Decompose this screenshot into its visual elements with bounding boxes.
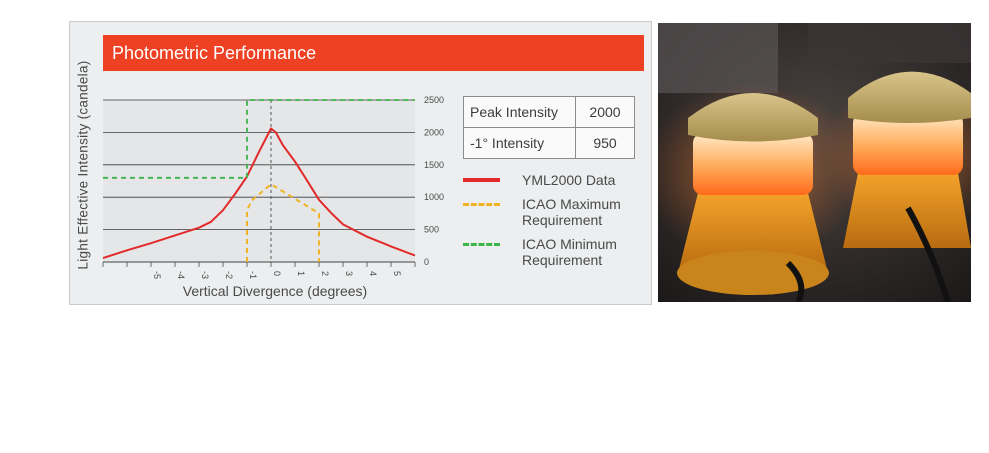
series-layer: [102, 99, 416, 262]
x-tick-labels: -5 -4 -3 -2 -1 0 1 2 3 4 5: [152, 271, 402, 279]
legend-label-line2: Requirement: [522, 252, 603, 268]
series-yml2000-line: [102, 127, 416, 260]
x-tick-label: 2: [320, 271, 330, 276]
y-tick-label: 500: [424, 225, 439, 235]
y-tick-label: 1500: [424, 160, 444, 170]
x-tick-label: -1: [248, 271, 258, 279]
y-tick-label: 0: [424, 257, 429, 267]
minus1-intensity-label: -1° Intensity: [463, 127, 576, 159]
y-tick-label: 1000: [424, 192, 444, 202]
x-tick-label: 3: [344, 271, 354, 276]
x-tick-label: -2: [224, 271, 234, 279]
table-row: Peak Intensity 2000: [463, 96, 635, 128]
chart-title: Photometric Performance: [112, 43, 317, 63]
legend-swatch-dashed: [463, 243, 500, 246]
legend-item-yml2000: YML2000 Data: [463, 172, 643, 188]
series-icao-min-line: [103, 99, 415, 179]
legend-label: YML2000 Data: [522, 172, 616, 188]
minus1-intensity-value: 950: [575, 127, 635, 159]
series-icao-max-line: [246, 183, 320, 262]
legend-swatch-dashed: [463, 203, 500, 206]
x-tick-label: -3: [200, 271, 210, 279]
x-axis-label: Vertical Divergence (degrees): [183, 283, 367, 299]
x-tick-label: -4: [176, 271, 186, 279]
y-tick-label: 2000: [424, 127, 444, 137]
x-tick-label: -5: [152, 271, 162, 279]
legend-label-line2: Requirement: [522, 212, 603, 228]
x-tick-label: 1: [296, 271, 306, 276]
legend-label: ICAO Maximum: [522, 196, 621, 212]
legend-item-icao-min: ICAO Minimum Requirement: [463, 236, 643, 270]
led-obstruction-lights-photo: [658, 23, 971, 302]
peak-intensity-label: Peak Intensity: [463, 96, 576, 128]
grid: [102, 99, 416, 267]
legend-item-icao-max: ICAO Maximum Requirement: [463, 196, 643, 230]
table-row: -1° Intensity 950: [463, 127, 635, 159]
peak-intensity-value: 2000: [575, 96, 635, 128]
x-tick-label: 4: [368, 271, 378, 276]
legend-label: ICAO Minimum: [522, 236, 617, 252]
chart-title-banner: Photometric Performance: [103, 35, 644, 71]
legend-swatch-solid: [463, 178, 500, 182]
x-tick-label: 5: [392, 271, 402, 276]
intensity-table: Peak Intensity 2000 -1° Intensity 950: [463, 96, 635, 159]
y-tick-label: 2500: [424, 95, 444, 105]
y-tick-labels: 2500 2000 1500 1000 500 0: [424, 95, 444, 267]
x-tick-label: 0: [272, 271, 282, 276]
